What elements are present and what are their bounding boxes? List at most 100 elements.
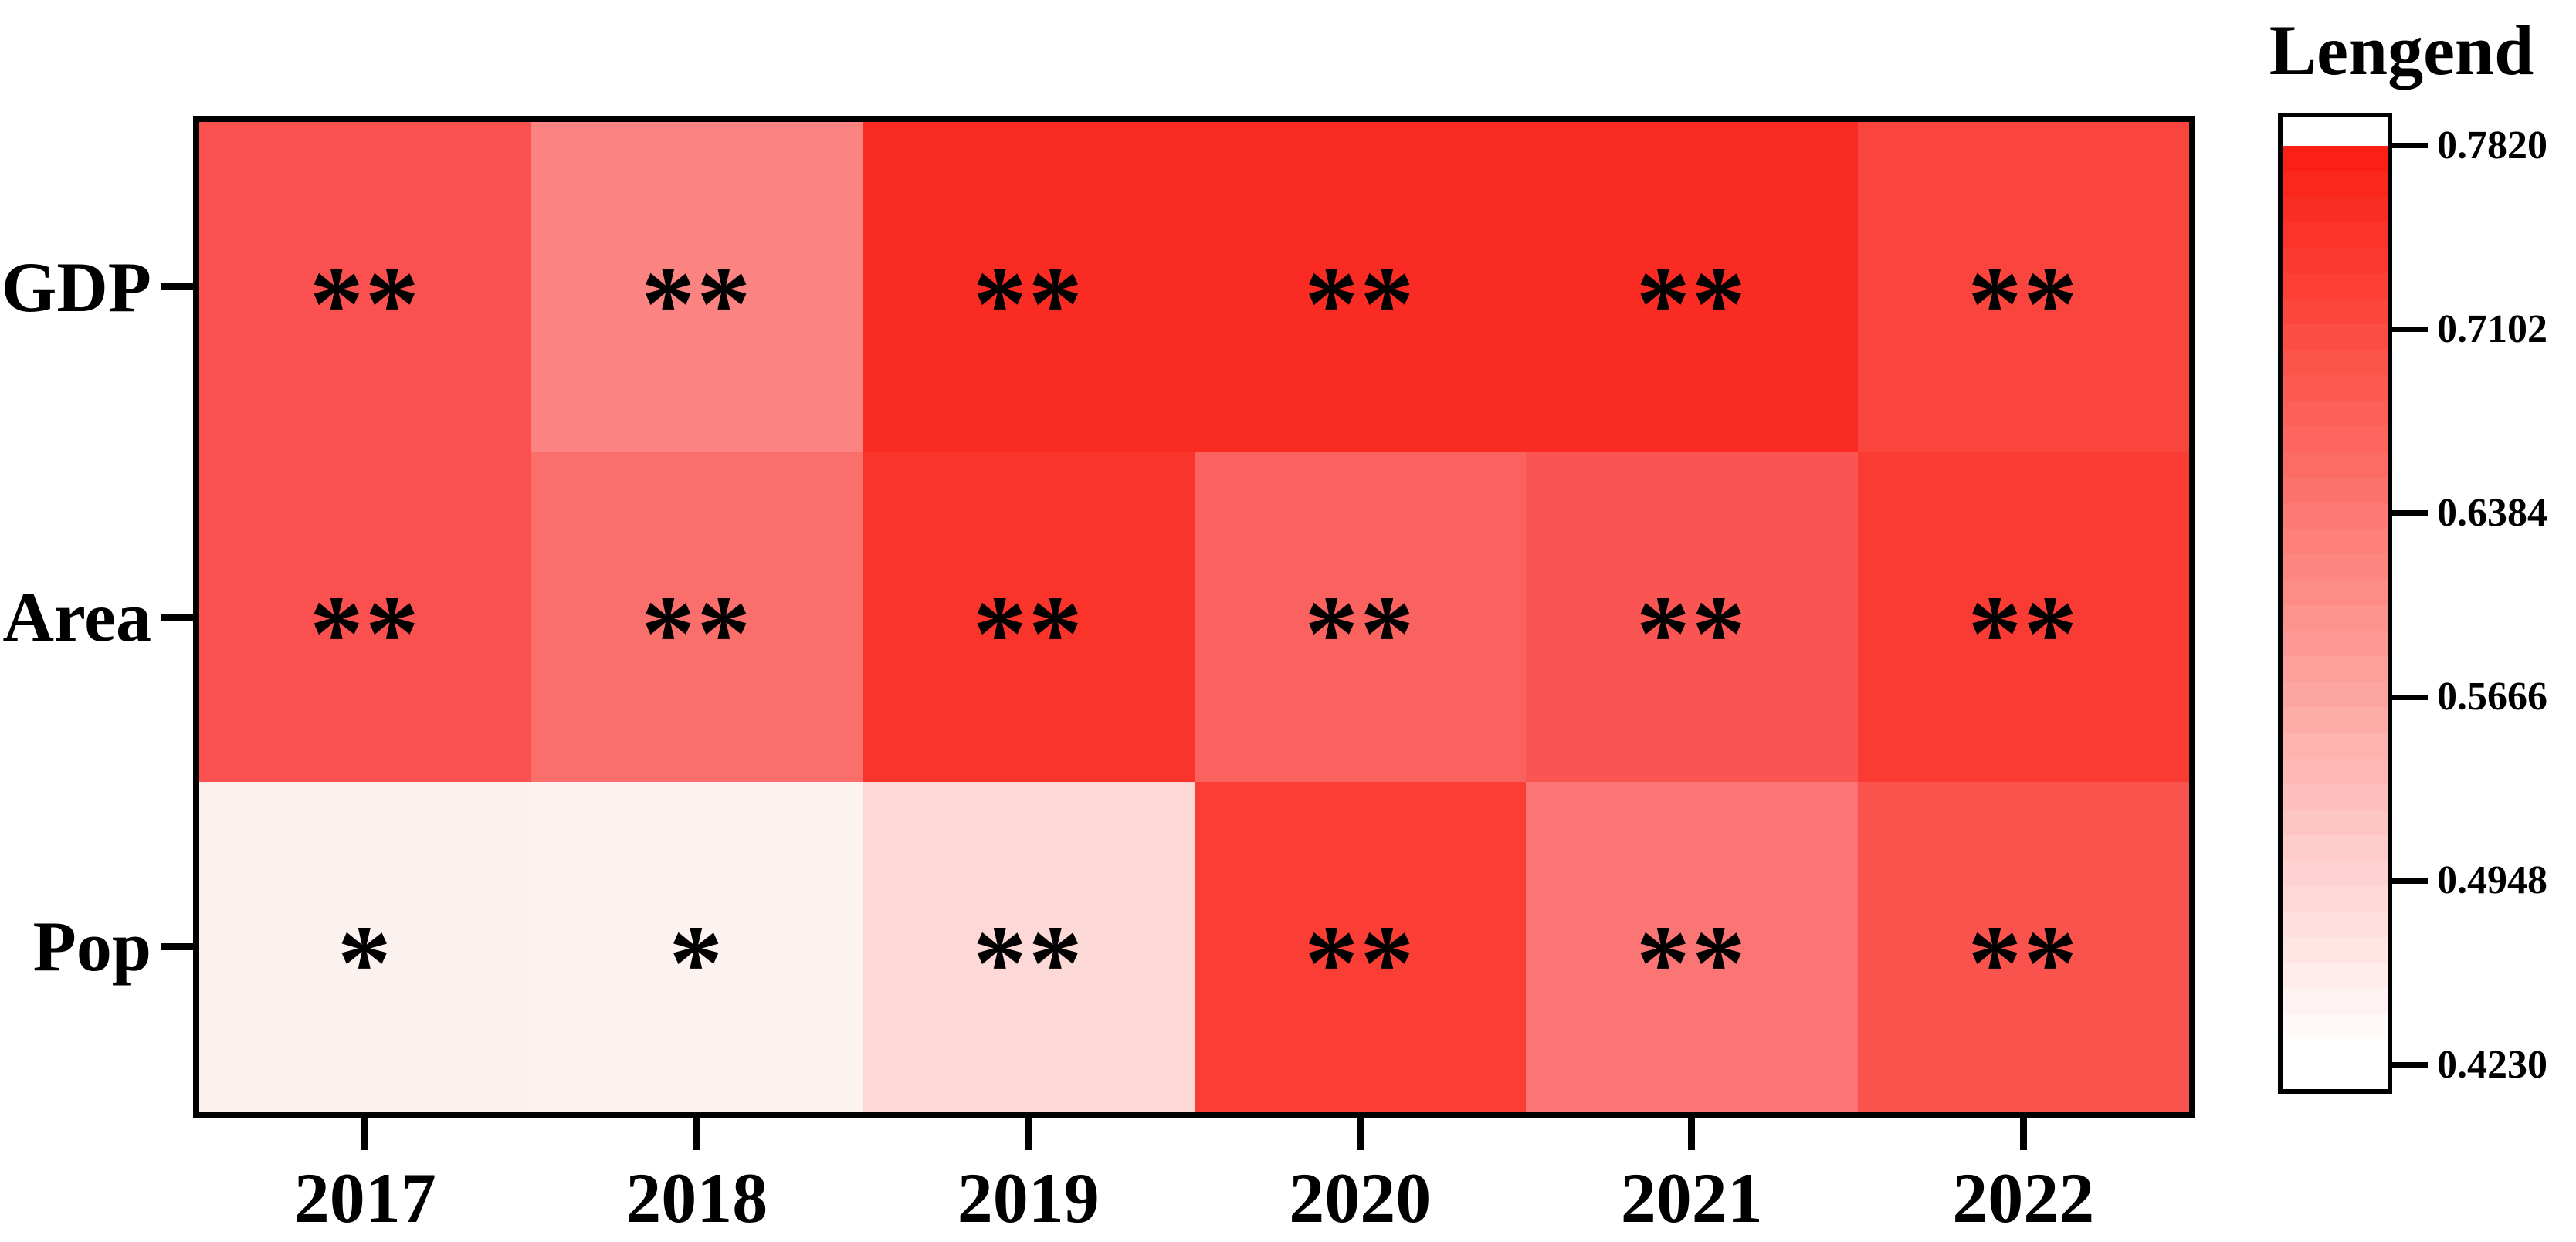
- colorbar-band: [2283, 299, 2388, 325]
- colorbar-tick: [2392, 694, 2428, 700]
- colorbar-band: [2283, 452, 2388, 478]
- x-axis-label: 2019: [957, 1159, 1100, 1237]
- colorbar-band: [2283, 117, 2388, 146]
- colorbar-tick: [2392, 1062, 2428, 1068]
- colorbar-band: [2283, 503, 2388, 529]
- colorbar-band: [2283, 758, 2388, 784]
- colorbar-tick-label: 0.7102: [2437, 306, 2547, 351]
- heatmap-cell: **: [530, 452, 863, 782]
- heatmap-grid: ** ** ** ** ** ** ** ** ** ** ** ** * * ** ** ** **: [199, 122, 2189, 1112]
- colorbar-band: [2283, 196, 2388, 222]
- x-axis-tick: [693, 1118, 700, 1150]
- colorbar-band: [2283, 477, 2388, 503]
- colorbar-band: [2283, 426, 2388, 452]
- significance-marker: **: [309, 574, 421, 694]
- heatmap-cell: **: [863, 122, 1195, 452]
- significance-marker: **: [972, 244, 1084, 364]
- significance-marker: **: [1635, 903, 1747, 1024]
- heatmap-cell: *: [530, 781, 863, 1112]
- significance-marker: **: [641, 574, 753, 694]
- colorbar-band: [2283, 988, 2388, 1014]
- x-axis-label: 2022: [1952, 1159, 2095, 1237]
- significance-marker: **: [1968, 574, 2079, 694]
- colorbar-band: [2283, 656, 2388, 682]
- colorbar-band: [2283, 272, 2388, 299]
- significance-marker: **: [1968, 244, 2079, 364]
- colorbar-band: [2283, 1039, 2388, 1065]
- heatmap-cell: **: [1526, 781, 1858, 1112]
- colorbar-tick-label: 0.6384: [2437, 490, 2547, 535]
- heatmap-cell: **: [1526, 452, 1858, 782]
- heatmap-cell: **: [1857, 452, 2189, 782]
- colorbar-band: [2283, 1014, 2388, 1040]
- colorbar-band: [2283, 733, 2388, 759]
- heatmap-plot-area: ** ** ** ** ** ** ** ** ** ** ** ** * * ** ** ** **: [193, 116, 2195, 1118]
- colorbar-band: [2283, 1064, 2388, 1089]
- colorbar-tick-label: 0.5666: [2437, 675, 2547, 719]
- colorbar-band: [2283, 375, 2388, 401]
- x-axis-tick: [1356, 1118, 1364, 1150]
- y-axis-label: Pop: [32, 907, 151, 986]
- heatmap-cell: **: [530, 122, 863, 452]
- colorbar-band: [2283, 171, 2388, 197]
- colorbar-band: [2283, 783, 2388, 810]
- colorbar-tick-label: 0.4948: [2437, 858, 2547, 903]
- y-axis-tick: [161, 283, 193, 291]
- colorbar-band: [2283, 401, 2388, 427]
- heatmap-cell: **: [863, 781, 1195, 1112]
- heatmap-cell: **: [1857, 122, 2189, 452]
- colorbar-tick: [2392, 143, 2428, 148]
- x-axis-label: 2017: [293, 1159, 436, 1237]
- significance-marker: **: [309, 244, 421, 364]
- significance-marker: **: [1304, 903, 1416, 1024]
- heatmap-cell: *: [199, 781, 531, 1112]
- colorbar-band: [2283, 350, 2388, 376]
- heatmap-cell: **: [199, 122, 531, 452]
- heatmap-cell: **: [1194, 781, 1526, 1112]
- colorbar-tick: [2392, 878, 2428, 884]
- colorbar-band: [2283, 834, 2388, 861]
- colorbar-band: [2283, 860, 2388, 886]
- colorbar-band: [2283, 912, 2388, 938]
- legend-title: Lengend: [2269, 11, 2534, 90]
- significance-marker: **: [1304, 244, 1416, 364]
- significance-marker: **: [972, 903, 1084, 1024]
- heatmap-cell: **: [199, 452, 531, 782]
- heatmap-cell: **: [863, 452, 1195, 782]
- colorbar-band: [2283, 937, 2388, 963]
- y-axis-tick: [161, 613, 193, 621]
- colorbar-tick-label: 0.4230: [2437, 1042, 2547, 1087]
- colorbar-band: [2283, 885, 2388, 912]
- significance-marker: *: [337, 903, 393, 1024]
- heatmap-cell: **: [1526, 122, 1858, 452]
- colorbar-band: [2283, 631, 2388, 657]
- x-axis-tick: [361, 1118, 369, 1150]
- colorbar-band: [2283, 247, 2388, 273]
- colorbar-tick-label: 0.7820: [2437, 123, 2547, 168]
- colorbar-band: [2283, 324, 2388, 350]
- colorbar-band: [2283, 579, 2388, 605]
- significance-marker: **: [641, 244, 753, 364]
- colorbar-band: [2283, 553, 2388, 580]
- colorbar-gradient: [2283, 117, 2388, 1089]
- colorbar-band: [2283, 809, 2388, 835]
- heatmap-cell: **: [1194, 122, 1526, 452]
- x-axis-tick: [2019, 1118, 2027, 1150]
- colorbar: [2278, 113, 2392, 1094]
- x-axis-label: 2020: [1289, 1159, 1432, 1237]
- x-axis-tick: [1025, 1118, 1032, 1150]
- significance-marker: **: [1968, 903, 2079, 1024]
- x-axis-tick: [1688, 1118, 1696, 1150]
- significance-marker: *: [669, 903, 725, 1024]
- colorbar-tick: [2392, 510, 2428, 516]
- colorbar-band: [2283, 707, 2388, 733]
- significance-marker: **: [1635, 574, 1747, 694]
- x-axis-label: 2021: [1620, 1159, 1763, 1237]
- significance-marker: **: [1635, 244, 1747, 364]
- colorbar-band: [2283, 682, 2388, 708]
- heatmap-cell: **: [1194, 452, 1526, 782]
- colorbar-band: [2283, 528, 2388, 554]
- y-axis-label: GDP: [1, 247, 151, 327]
- significance-marker: **: [972, 574, 1084, 694]
